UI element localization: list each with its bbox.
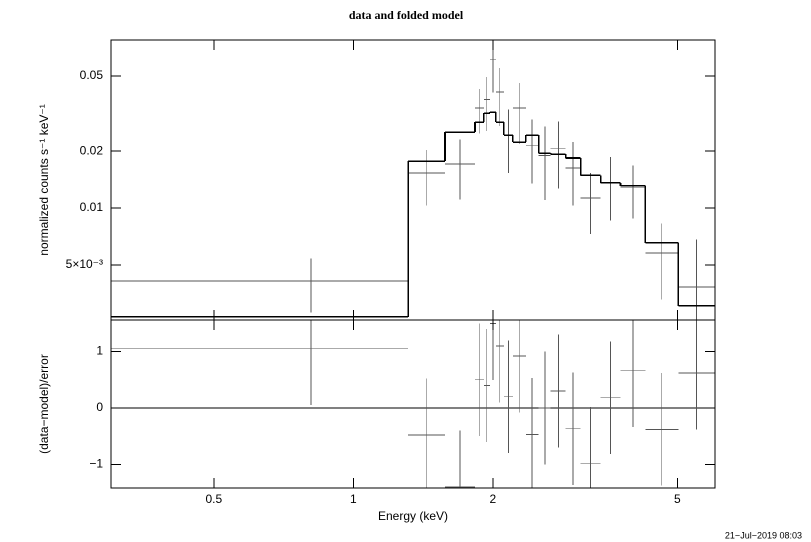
x-tick-label: 2: [490, 492, 497, 506]
timestamp: 21−Jul−2019 08:03: [725, 530, 802, 540]
y-tick-label: 5×10⁻³: [66, 257, 103, 271]
model-step-connector: [407, 112, 680, 317]
panel-frame: [110, 39, 716, 321]
y-tick-label: 0.02: [80, 143, 104, 157]
y-tick-label: 0.05: [80, 68, 104, 82]
y-tick-label: −1: [89, 456, 103, 470]
panel-frame: [110, 319, 716, 489]
x-axis-label: Energy (keV): [378, 509, 448, 523]
x-tick-label: 1: [350, 492, 357, 506]
y-axis-label: (data−model)/error: [37, 354, 51, 454]
chart-title: data and folded model: [349, 8, 464, 22]
plot-area: [111, 320, 715, 488]
plot-area: [111, 40, 715, 320]
y-tick-label: 0: [96, 400, 103, 414]
x-tick-label: 5: [674, 492, 681, 506]
y-axis-label: normalized counts s⁻¹ keV⁻¹: [37, 104, 51, 255]
x-tick-label: 0.5: [205, 492, 222, 506]
y-tick-label: 1: [96, 344, 103, 358]
y-tick-label: 0.01: [80, 200, 104, 214]
